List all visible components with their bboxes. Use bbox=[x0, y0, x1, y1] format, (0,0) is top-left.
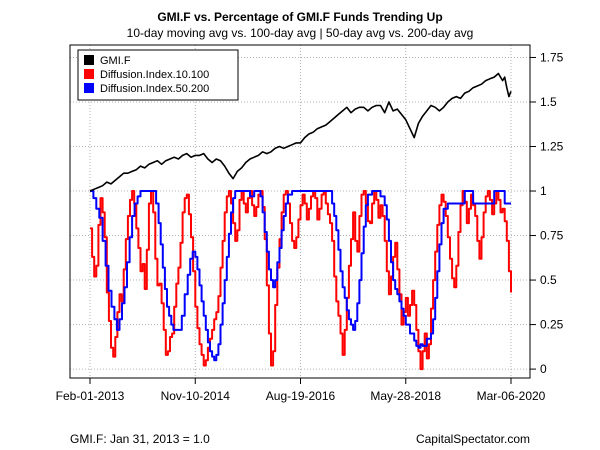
y-tick-label: 1.75 bbox=[540, 50, 564, 64]
y-tick-label: 0.25 bbox=[540, 318, 564, 332]
series-line-gmi-f bbox=[89, 72, 512, 192]
chart-title: GMI.F vs. Percentage of GMI.F Funds Tren… bbox=[157, 10, 443, 24]
legend-swatch bbox=[84, 69, 94, 79]
y-tick-label: 0.75 bbox=[540, 229, 564, 243]
x-tick-label: Feb-01-2013 bbox=[56, 389, 125, 403]
series-line-diffusion-index-10-100 bbox=[90, 190, 512, 371]
y-tick-label: 0 bbox=[540, 362, 547, 376]
legend-swatch bbox=[84, 83, 94, 93]
series-line-diffusion-index-50-200 bbox=[90, 190, 511, 362]
footer-source: CapitalSpectator.com bbox=[415, 432, 530, 446]
footer-note: GMI.F: Jan 31, 2013 = 1.0 bbox=[70, 432, 210, 446]
plot-frame bbox=[69, 44, 531, 379]
y-tick-label: 1.5 bbox=[540, 95, 557, 109]
legend-label: GMI.F bbox=[100, 55, 131, 67]
x-tick-label: May-28-2018 bbox=[370, 389, 441, 403]
legend-label: Diffusion.Index.10.100 bbox=[100, 69, 209, 81]
y-tick-label: 0.5 bbox=[540, 273, 557, 287]
legend-label: Diffusion.Index.50.200 bbox=[100, 83, 209, 95]
legend-box bbox=[77, 49, 239, 101]
y-tick-label: 1.25 bbox=[540, 140, 564, 154]
chart-subtitle: 10-day moving avg vs. 100-day avg | 50-d… bbox=[126, 26, 474, 40]
y-tick-label: 1 bbox=[540, 184, 547, 198]
x-tick-label: Nov-10-2014 bbox=[161, 389, 231, 403]
x-tick-label: Aug-19-2016 bbox=[266, 389, 336, 403]
legend-swatch bbox=[84, 55, 94, 65]
x-tick-label: Mar-06-2020 bbox=[477, 389, 546, 403]
